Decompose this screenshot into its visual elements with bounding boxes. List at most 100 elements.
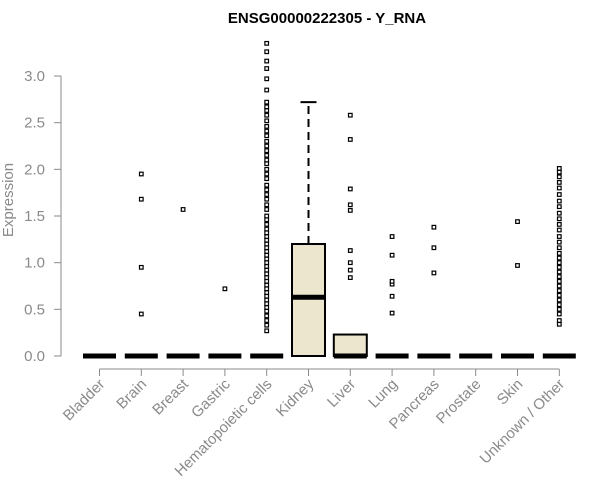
outlier-point: [389, 252, 395, 258]
outlier-point: [264, 166, 270, 172]
outlier-point: [264, 128, 270, 134]
outlier-point: [138, 264, 144, 270]
y-axis-label: Expression: [0, 163, 17, 237]
outlier-point: [556, 288, 562, 294]
outlier-point: [264, 264, 270, 269]
box-iqr: [291, 243, 326, 357]
outlier-point: [556, 239, 562, 245]
outlier-point: [264, 196, 270, 202]
outlier-point: [347, 186, 353, 192]
outlier-point: [264, 308, 270, 314]
x-tick-label: Kidney: [273, 375, 318, 420]
outlier-point: [347, 202, 353, 208]
outlier-point: [264, 256, 270, 262]
outlier-point: [264, 76, 270, 82]
outlier-point: [556, 283, 562, 289]
outlier-point: [264, 112, 270, 118]
y-tick-label: 3.0: [24, 68, 45, 85]
box-group: [166, 207, 200, 359]
outlier-point: [556, 210, 562, 216]
outlier-point: [264, 104, 270, 110]
outlier-point: [138, 196, 144, 202]
outlier-point: [264, 297, 270, 303]
outlier-point: [264, 152, 270, 158]
outlier-point: [264, 293, 270, 299]
outlier-point: [431, 224, 437, 230]
outlier-point: [264, 143, 270, 149]
outlier-point: [264, 40, 270, 46]
y-axis: 0.0 0.5 1.0 1.5 2.0 2.5 3.0: [24, 68, 62, 365]
outlier-point: [556, 302, 562, 308]
outlier-point: [264, 176, 270, 182]
outlier-point: [264, 290, 270, 295]
outlier-point: [556, 204, 562, 210]
outlier-point: [264, 301, 270, 307]
outlier-point: [264, 278, 270, 284]
outlier-point: [264, 282, 270, 288]
outlier-point: [556, 321, 562, 327]
y-tick-label: 0.0: [24, 348, 45, 365]
outlier-point: [556, 260, 562, 266]
outlier-point: [264, 260, 270, 266]
x-tick-label: Brain: [113, 376, 150, 413]
box-group: [375, 234, 409, 359]
outlier-point: [556, 269, 562, 275]
outlier-point: [431, 270, 437, 276]
outlier-point: [556, 274, 562, 280]
outlier-point: [264, 118, 270, 124]
outlier-point: [389, 293, 395, 299]
outlier-point: [264, 241, 270, 247]
outlier-point: [389, 278, 395, 284]
box-group: [332, 112, 368, 359]
outlier-point: [556, 318, 562, 323]
outlier-point: [556, 264, 562, 270]
y-tick-label: 0.5: [24, 301, 45, 318]
box-series: [83, 40, 576, 359]
outlier-point: [264, 182, 270, 188]
outlier-point: [264, 171, 270, 177]
outlier-point: [264, 226, 270, 232]
box-group: [417, 224, 451, 359]
x-tick-label: Bladder: [60, 376, 109, 425]
outlier-point: [264, 99, 270, 105]
outlier-point: [556, 227, 562, 233]
outlier-point: [138, 171, 144, 177]
x-tick-label: Liver: [324, 376, 359, 411]
outlier-point: [264, 202, 270, 208]
outlier-point: [556, 311, 562, 317]
outlier-point: [264, 124, 270, 129]
outlier-point: [264, 234, 270, 239]
outlier-point: [264, 187, 270, 193]
box-group: [501, 219, 534, 359]
outlier-point: [515, 219, 520, 225]
outlier-point: [556, 278, 562, 284]
outlier-point: [556, 234, 562, 239]
outlier-point: [264, 275, 270, 281]
y-tick-label: 2.5: [24, 115, 45, 132]
x-tick-label: Breast: [149, 375, 192, 418]
outlier-point: [264, 138, 270, 144]
outlier-point: [264, 148, 270, 154]
outlier-point: [138, 311, 144, 317]
outlier-point: [264, 108, 270, 113]
outlier-point: [264, 222, 270, 227]
outlier-point: [264, 271, 270, 277]
outlier-point: [264, 249, 270, 254]
box-group: [250, 40, 284, 359]
x-tick-label: Skin: [494, 376, 527, 409]
outlier-point: [556, 185, 562, 191]
outlier-point: [264, 322, 270, 328]
outlier-point: [556, 297, 562, 303]
box-group: [208, 286, 242, 359]
y-tick-label: 1.0: [24, 255, 45, 272]
outlier-point: [264, 286, 270, 292]
outlier-point: [556, 222, 562, 227]
outlier-point: [264, 237, 270, 243]
outlier-point: [264, 217, 270, 223]
outlier-point: [347, 137, 353, 142]
x-tick-label: Lung: [365, 376, 401, 412]
y-tick-label: 1.5: [24, 208, 45, 225]
outlier-point: [347, 275, 353, 281]
outlier-point: [264, 58, 270, 64]
